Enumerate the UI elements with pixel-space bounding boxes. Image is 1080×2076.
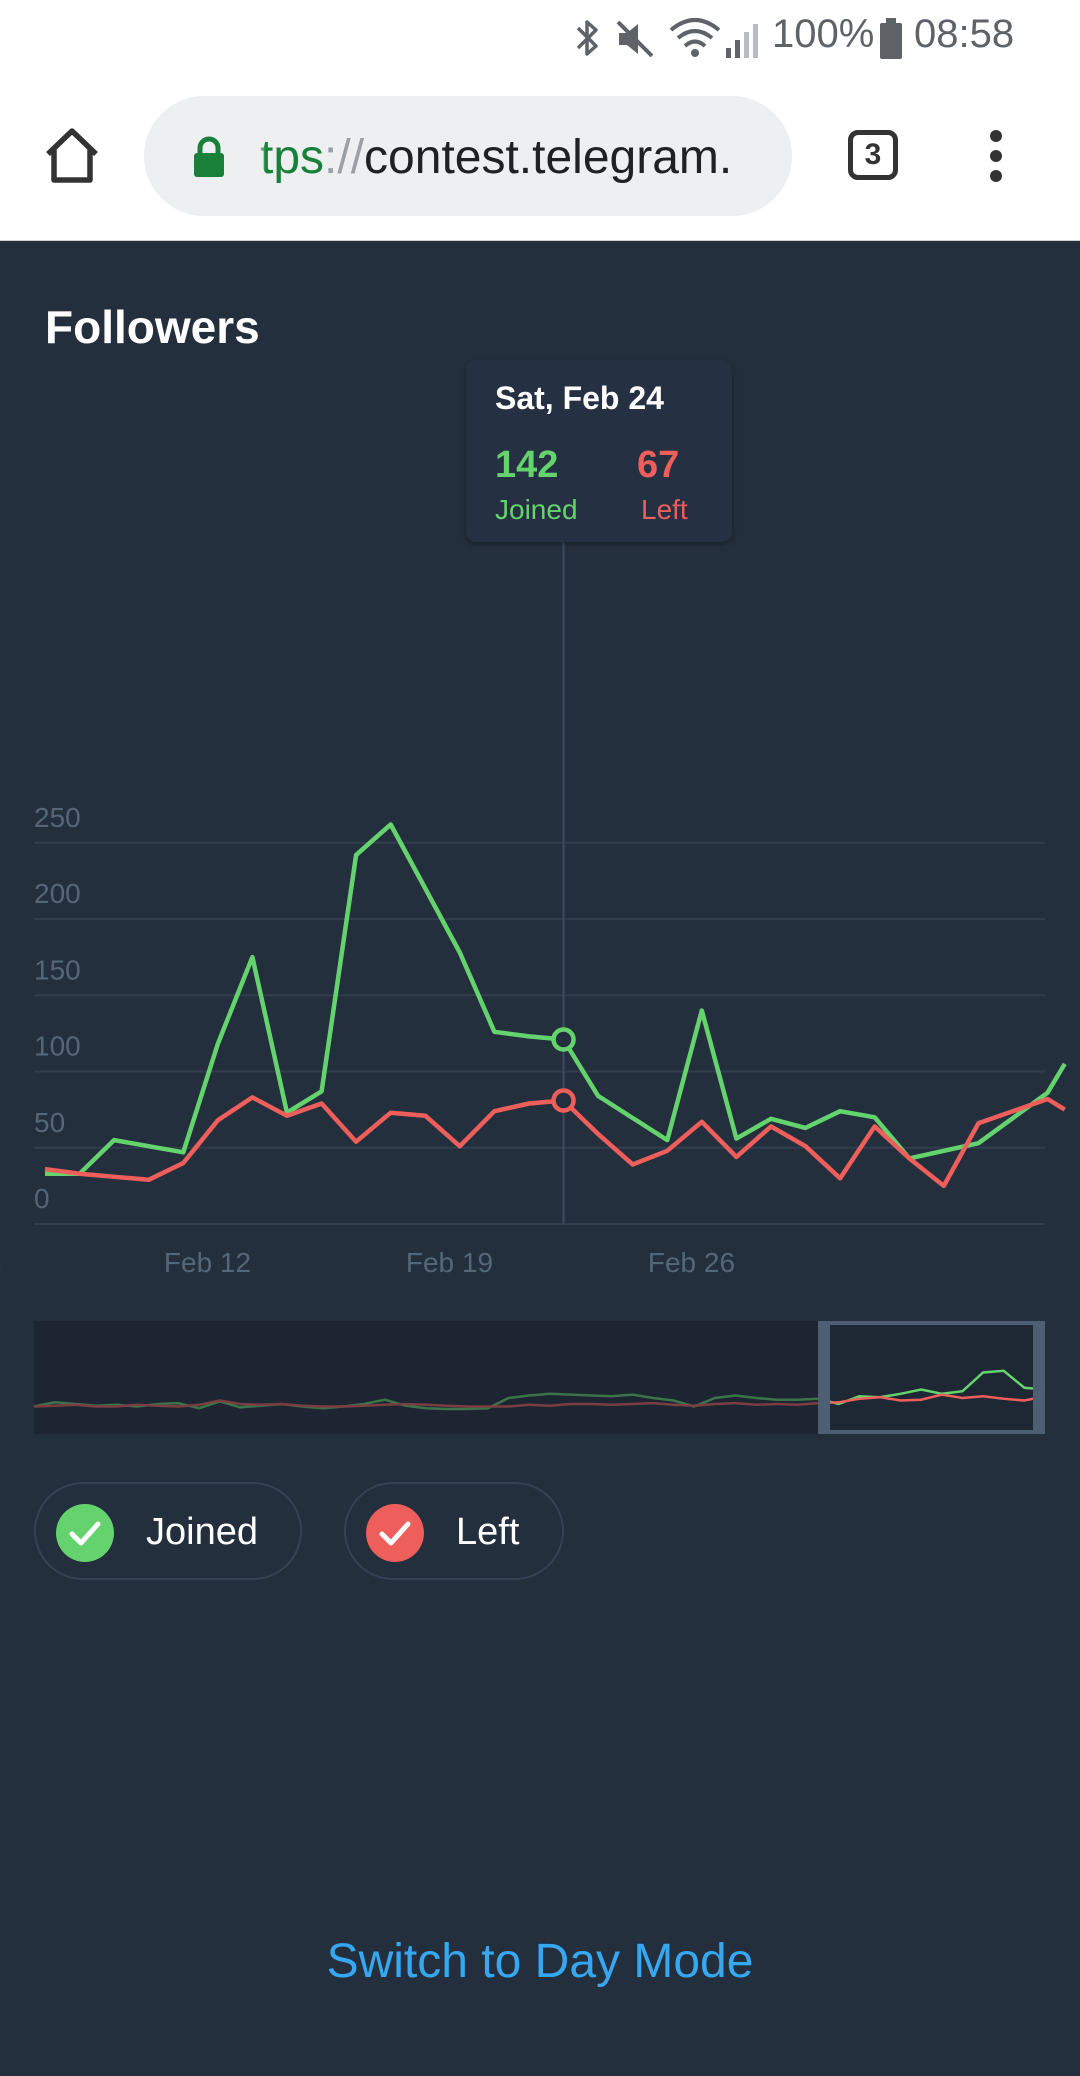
tooltip-date: Sat, Feb 24 (495, 380, 664, 416)
tooltip: Sat, Feb 24 142 Joined 67 Left (466, 360, 732, 542)
marker-left (551, 1088, 576, 1113)
chart-title: Followers (45, 301, 260, 353)
more-vert-icon[interactable] (978, 128, 1014, 188)
overview-handle-left (818, 1321, 831, 1434)
battery-percent: 100% (772, 12, 875, 56)
wifi-icon (669, 18, 721, 57)
tooltip-left-label: Left (641, 494, 688, 525)
url-bar[interactable]: tps://contest.telegram. (144, 96, 792, 216)
y-tick-label: 200 (34, 878, 81, 909)
browser-toolbar: tps://contest.telegram. 3 (0, 80, 1080, 241)
signal-icon (726, 24, 758, 58)
tabs-button[interactable]: 3 (848, 130, 898, 180)
y-tick-label: 0 (34, 1183, 50, 1214)
legend-joined-label: Joined (146, 1511, 258, 1553)
url-host: contest.telegram. (364, 131, 733, 184)
lock-icon (194, 136, 224, 177)
overview-window-mask (34, 1321, 819, 1434)
check-icon (56, 1504, 114, 1562)
overview-window[interactable] (818, 1321, 1045, 1434)
home-icon[interactable] (42, 126, 102, 186)
tooltip-left-value: 67 (637, 444, 680, 486)
url-separator: :// (324, 131, 365, 184)
clock: 08:58 (914, 12, 1015, 56)
url-scheme: tps (260, 131, 325, 184)
x-tick-label: Feb 5 (0, 1247, 1, 1278)
y-tick-label: 250 (34, 802, 81, 833)
tooltip-joined-label: Joined (495, 494, 578, 525)
legend-joined-toggle[interactable]: Joined (34, 1482, 302, 1580)
marker-joined (551, 1027, 576, 1052)
url-fade (256, 126, 266, 186)
y-tick-label: 50 (34, 1107, 65, 1138)
battery-icon (880, 18, 902, 59)
x-tick-label: Feb 19 (406, 1247, 493, 1278)
check-icon (366, 1504, 424, 1562)
bluetooth-icon (576, 20, 598, 56)
legend-left-toggle[interactable]: Left (344, 1482, 564, 1580)
tooltip-joined-value: 142 (495, 444, 559, 486)
mute-icon (616, 20, 654, 58)
legend-left-label: Left (456, 1511, 520, 1553)
switch-mode-link[interactable]: Switch to Day Mode (326, 1935, 754, 1988)
url-text: tps://contest.telegram. (260, 130, 732, 185)
line-joined (45, 822, 1067, 1176)
status-bar: 100% 08:58 (0, 0, 1080, 80)
x-tick-label: Feb 12 (164, 1247, 251, 1278)
y-tick-label: 100 (34, 1031, 81, 1062)
x-tick-label: Feb 26 (648, 1247, 735, 1278)
y-tick-label: 150 (34, 954, 81, 985)
overview-handle-right (1033, 1321, 1045, 1434)
